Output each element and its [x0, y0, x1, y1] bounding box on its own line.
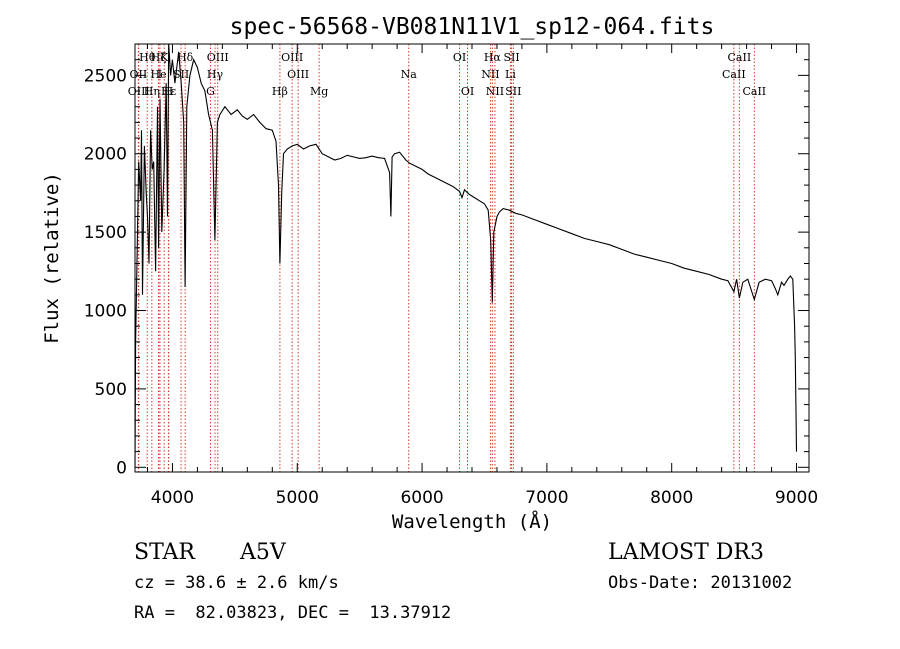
- x-tick-label-2: 6000: [400, 488, 443, 508]
- line-label-17: NII: [481, 68, 499, 81]
- line-label-11: Mg: [310, 85, 328, 98]
- subclass: A5V: [240, 540, 286, 565]
- coordinates: RA = 82.03823, DEC = 13.37912: [134, 603, 452, 623]
- y-axis: 0 500 1000 1500 2000 2500: [84, 59, 809, 478]
- line-label-16: SII: [503, 51, 519, 64]
- line-label-15: Hα: [484, 51, 502, 64]
- line-label-20: SII: [505, 85, 521, 98]
- obs-date: Obs-Date: 20131002: [608, 573, 793, 593]
- x-axis: 4000 5000 6000 7000 8000 9000: [146, 44, 818, 508]
- line-label-18: Li: [505, 68, 516, 81]
- line-label-22: CaII: [722, 68, 746, 81]
- y-tick-label-4: 2000: [84, 145, 127, 165]
- y-tick-label-3: 1500: [84, 223, 127, 243]
- x-tick-label-3: 7000: [525, 488, 568, 508]
- x-tick-label-1: 5000: [276, 488, 319, 508]
- y-tick-label-5: 2500: [84, 66, 127, 86]
- y-axis-label: Flux (relative): [41, 172, 63, 344]
- line-label-4: Hδ: [177, 51, 194, 64]
- line-label-10: Hβ: [272, 85, 288, 98]
- line-label-3: K: [160, 51, 169, 64]
- x-axis-label: Wavelength (Å): [392, 510, 552, 533]
- line-label-21: CaII: [728, 51, 752, 64]
- object-class: STAR: [134, 540, 195, 565]
- line-markers: [137, 44, 755, 472]
- chart-title: spec-56568-VB081N11V1_sp12-064.fits: [230, 14, 715, 40]
- line-label-8: OIII: [281, 51, 303, 64]
- x-tick-label-5: 9000: [775, 488, 818, 508]
- line-label-7: G: [206, 85, 215, 98]
- line-label-30: Hζ: [151, 51, 167, 64]
- plot-frame: [134, 43, 810, 473]
- redshift-value: cz = 38.6 ± 2.6 km/s: [134, 573, 339, 593]
- line-label-25: I: [158, 68, 162, 81]
- line-label-23: CaII: [742, 85, 766, 98]
- line-label-5: OIII: [207, 51, 229, 64]
- line-label-6: Hγ: [207, 68, 224, 81]
- line-label-0: Hθ: [139, 51, 156, 64]
- x-tick-label-0: 4000: [151, 488, 194, 508]
- y-tick-label-2: 1000: [84, 302, 127, 322]
- spectrum-series: [134, 43, 798, 468]
- line-label-12: Na: [401, 68, 418, 81]
- line-label-29: Hη: [144, 85, 160, 98]
- line-label-14: OI: [461, 85, 474, 98]
- line-label-13: OI: [453, 51, 466, 64]
- survey-name: LAMOST DR3: [608, 540, 764, 565]
- line-label-24: He: [151, 68, 167, 81]
- line-label-9: OIII: [287, 68, 309, 81]
- y-tick-label-0: 0: [116, 458, 127, 478]
- line-label-1: OII: [130, 68, 148, 81]
- y-tick-label-1: 500: [95, 380, 127, 400]
- line-label-19: NII: [486, 85, 504, 98]
- x-tick-label-4: 8000: [650, 488, 693, 508]
